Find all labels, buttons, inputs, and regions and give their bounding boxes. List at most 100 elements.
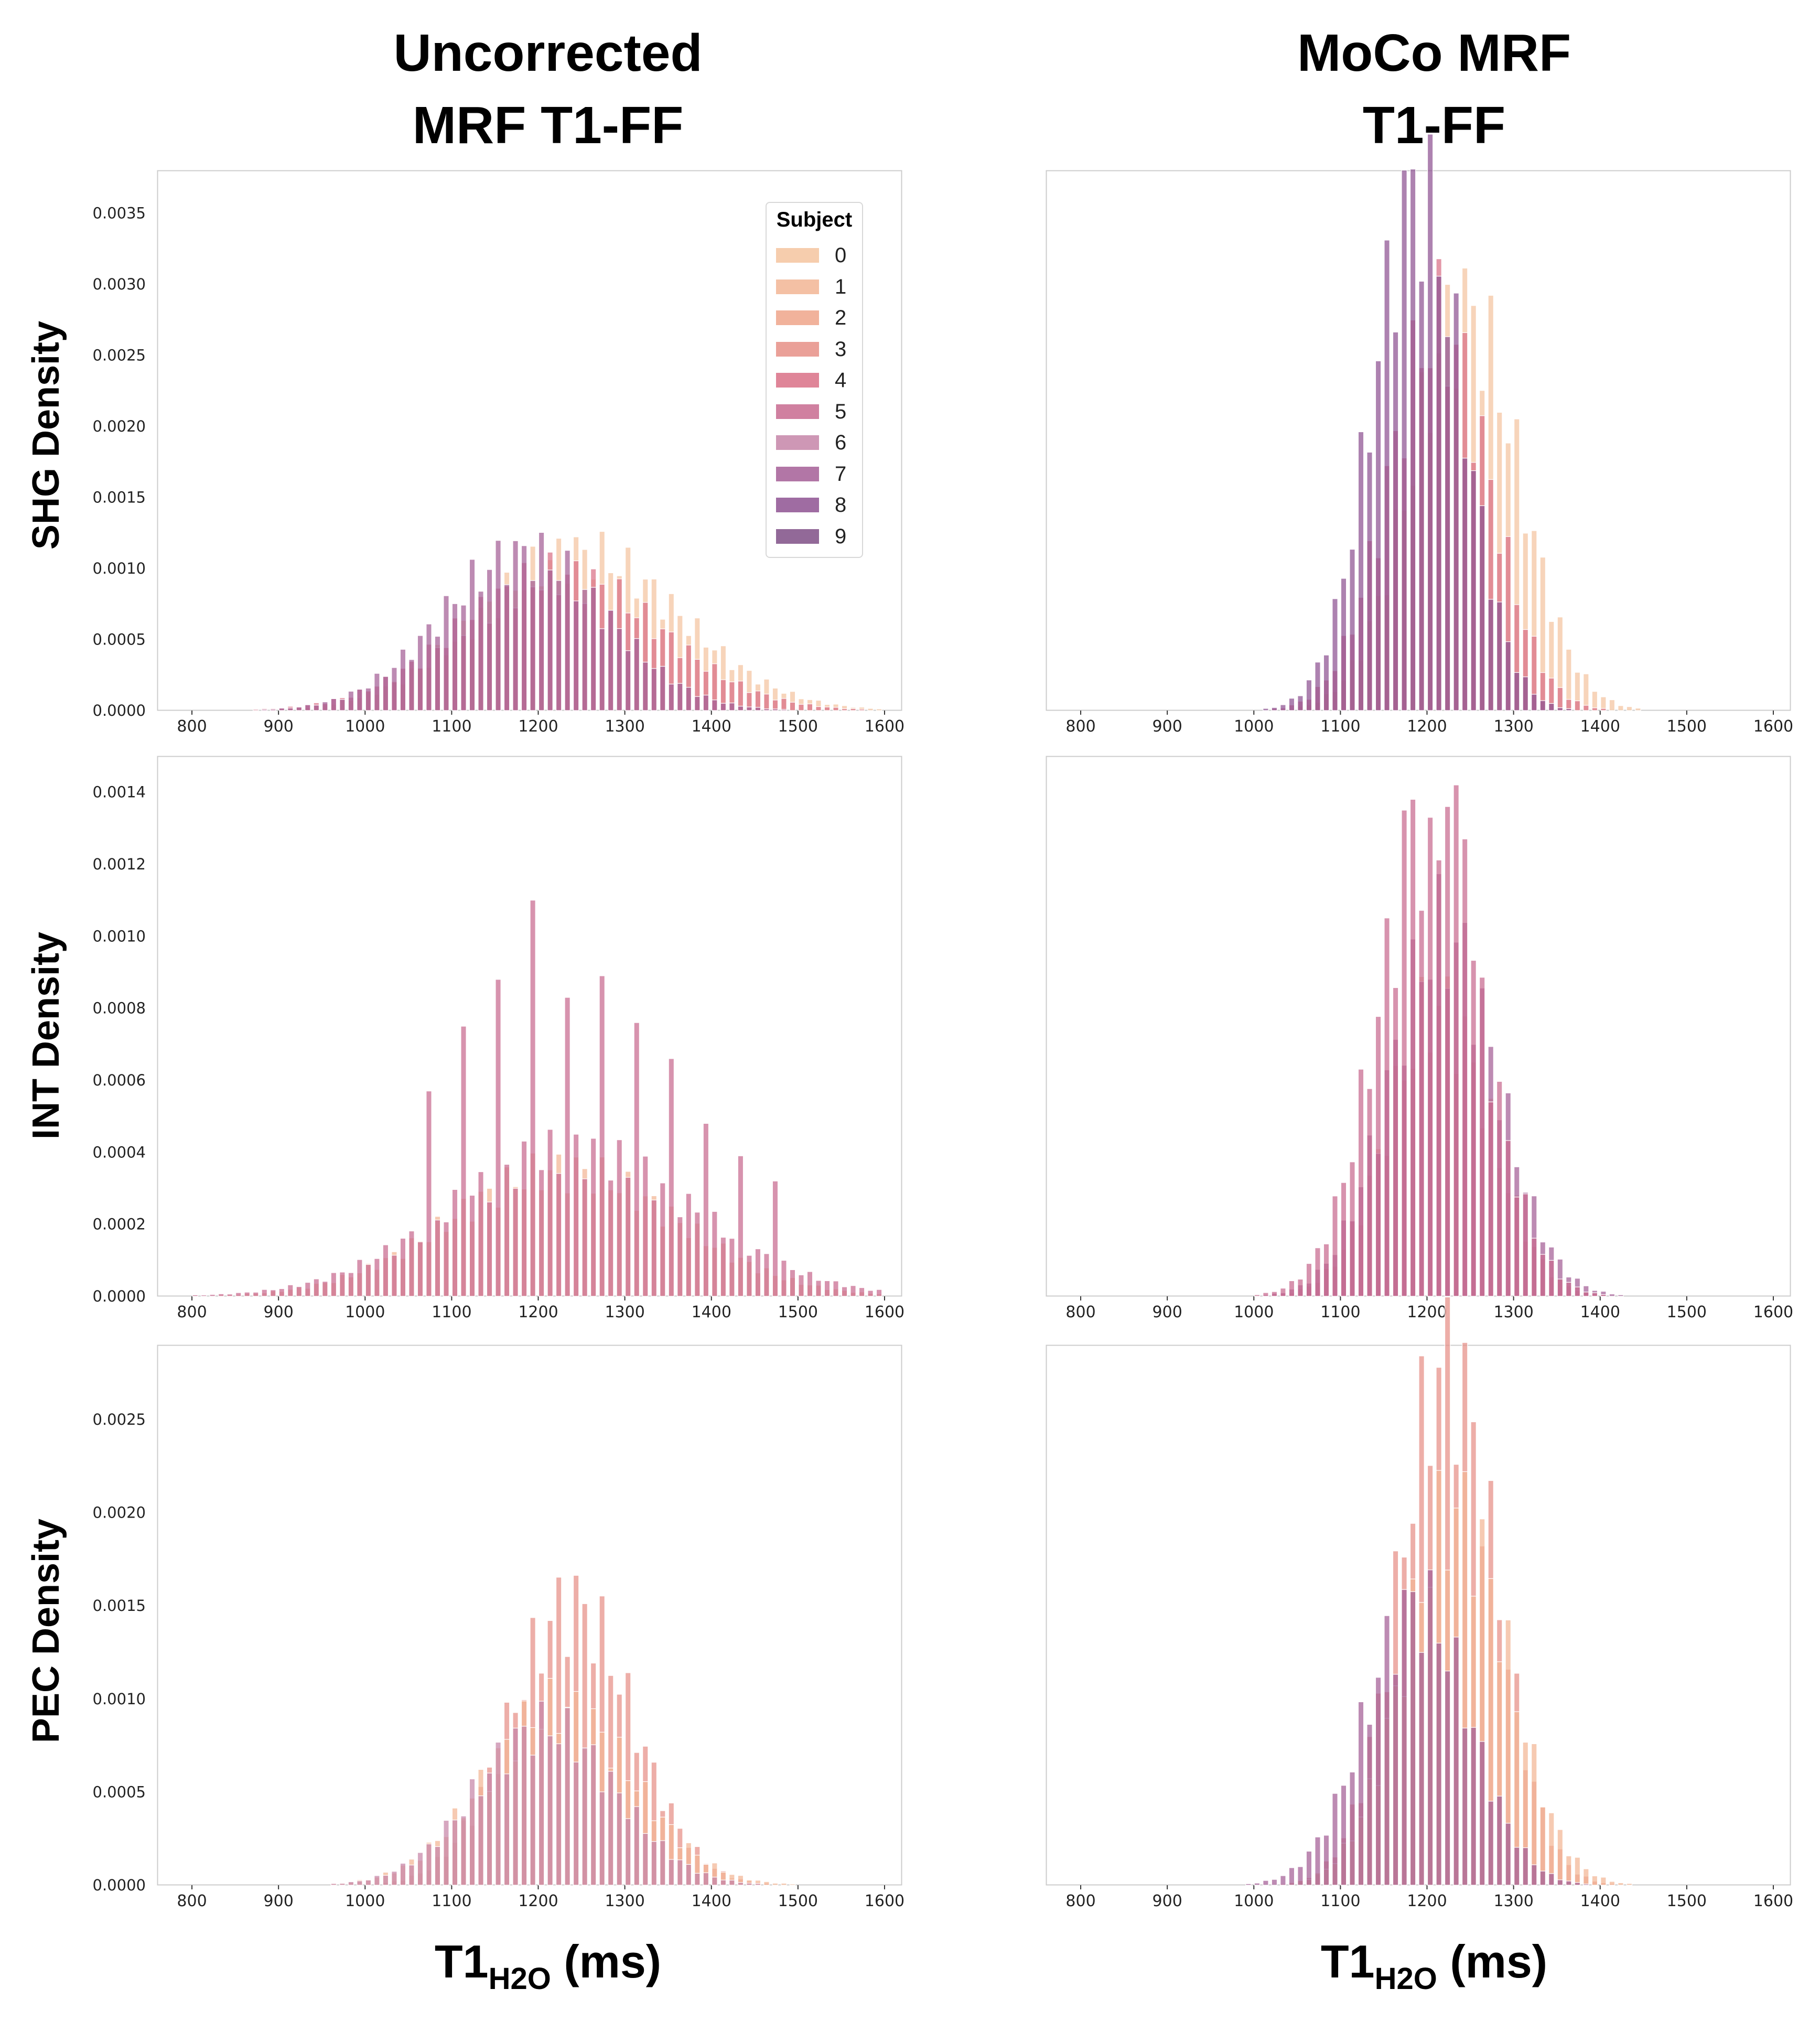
histogram-bar [278,1288,285,1297]
histogram-bar [486,1772,493,1886]
histogram-bar [287,707,294,711]
histogram-bar [1618,1882,1624,1886]
histogram-bar [746,1883,752,1886]
legend-item: 3 [776,334,860,365]
histogram-bar [1392,331,1399,711]
histogram-bar [1323,654,1330,711]
y-tick-label: 0.0025 [93,1411,146,1428]
histogram-bar [313,705,320,711]
x-tick-label: 1000 [345,717,385,736]
plot-frame [1046,756,1791,1297]
histogram-bar [1557,1829,1564,1886]
histogram-bar [1522,1194,1528,1297]
histogram-bar [348,1881,354,1886]
histogram-bar [729,1879,735,1886]
y-tick-label: 0.0020 [93,1504,146,1522]
histogram-bar [1600,708,1607,711]
histogram-bar [633,1022,640,1297]
histogram-bar [703,694,709,711]
histogram-bar [1366,451,1373,711]
histogram-bar [746,706,752,711]
histogram-bar [305,1282,311,1297]
histogram-bar [1479,977,1485,1297]
histogram-bar [1418,281,1425,711]
histogram-bar [685,1864,692,1886]
histogram-bar [538,1169,545,1297]
histogram-bar [1271,707,1278,711]
histogram-bar [1384,1615,1390,1886]
legend-swatch [776,248,819,263]
x-tick-label: 800 [1065,1303,1095,1321]
histogram-bar [478,1795,484,1886]
x-tick-label: 1600 [865,717,904,736]
histogram-bar [1618,1294,1624,1297]
histogram-bar [625,1177,631,1297]
histogram-bar [1427,817,1434,1297]
histogram-bar [651,668,657,711]
histogram-bar [763,708,770,711]
histogram-bar [1263,1880,1269,1886]
plot-frame [1046,1345,1791,1886]
histogram-bar [1332,598,1338,711]
legend-label: 5 [835,400,847,423]
histogram-bar [512,1727,519,1886]
legend-swatch [776,498,819,512]
y-tick-label: 0.0000 [93,1287,146,1305]
chart-svg: 800 900 1000 1100 1200 1300 1400 1500 1600 [1046,1296,1793,1910]
histogram-bar [253,709,259,711]
column-title-moco: MoCo MRF T1-FF [1041,17,1820,162]
column-title-line2: T1-FF [1362,96,1506,155]
x-tick-label: 1200 [1407,1303,1447,1321]
y-tick-label: 0.0015 [93,1597,146,1615]
histogram-bar [503,1164,510,1297]
y-tick-label: 0.0010 [93,560,146,577]
row-label-shg: SHG Density [25,320,67,550]
legend-item: 6 [776,427,860,458]
histogram-bar [806,703,813,711]
histogram-bar [1514,1847,1520,1886]
histogram-bar [1574,700,1581,711]
y-tick-label: 0.0025 [93,346,146,364]
histogram-bar [1539,1254,1546,1297]
histogram-bar [434,1846,441,1886]
histogram-bar [1288,698,1295,711]
plot-frame [157,756,902,1297]
histogram-bar [1461,1727,1468,1886]
histogram-bar [1531,1864,1537,1886]
histogram-bar [564,1707,570,1886]
histogram-bar [1358,1069,1364,1297]
histogram-bar [426,623,432,711]
histogram-bar [339,1883,346,1886]
y-tick-label: 0.0014 [93,783,146,801]
histogram-bar [1600,1877,1607,1886]
histogram-bar [1323,1243,1330,1297]
legend: Subject 0 1 2 3 4 5 6 7 8 9 [766,202,863,558]
x-tick-label: 900 [264,1892,294,1910]
histogram-bar [365,687,372,711]
xlabel-unit: (ms) [1450,1936,1548,1987]
histogram-bar [348,1272,354,1297]
histogram-bar [1470,470,1477,711]
histogram-bar [486,1201,493,1297]
histogram-bar [1297,1866,1304,1886]
x-tick-label: 1300 [605,1303,644,1321]
x-tick-label: 1300 [605,1892,644,1910]
histogram-bar [1245,1883,1252,1886]
histogram-bar [1340,578,1347,711]
xlabel-main: T1 [434,1936,489,1987]
histogram-bar [451,1189,458,1297]
histogram-bar [443,1820,449,1886]
histogram-bar [1539,700,1546,711]
histogram-bar [1392,1674,1399,1886]
panel-uncorrected-shg: 800 900 1000 1100 1200 1300 1400 1500 1600 0.0000… [93,170,904,736]
histogram-bar [781,1883,787,1886]
histogram-bar [530,900,536,1297]
histogram-bar [330,1883,337,1886]
histogram-bar [1514,672,1520,711]
histogram-bar [1583,1884,1589,1886]
histogram-bar [253,1292,259,1297]
y-tick-label: 0.0035 [93,204,146,222]
histogram-bar [512,1188,519,1297]
histogram-bar [1522,1847,1528,1886]
y-tick-label: 0.0006 [93,1071,146,1089]
